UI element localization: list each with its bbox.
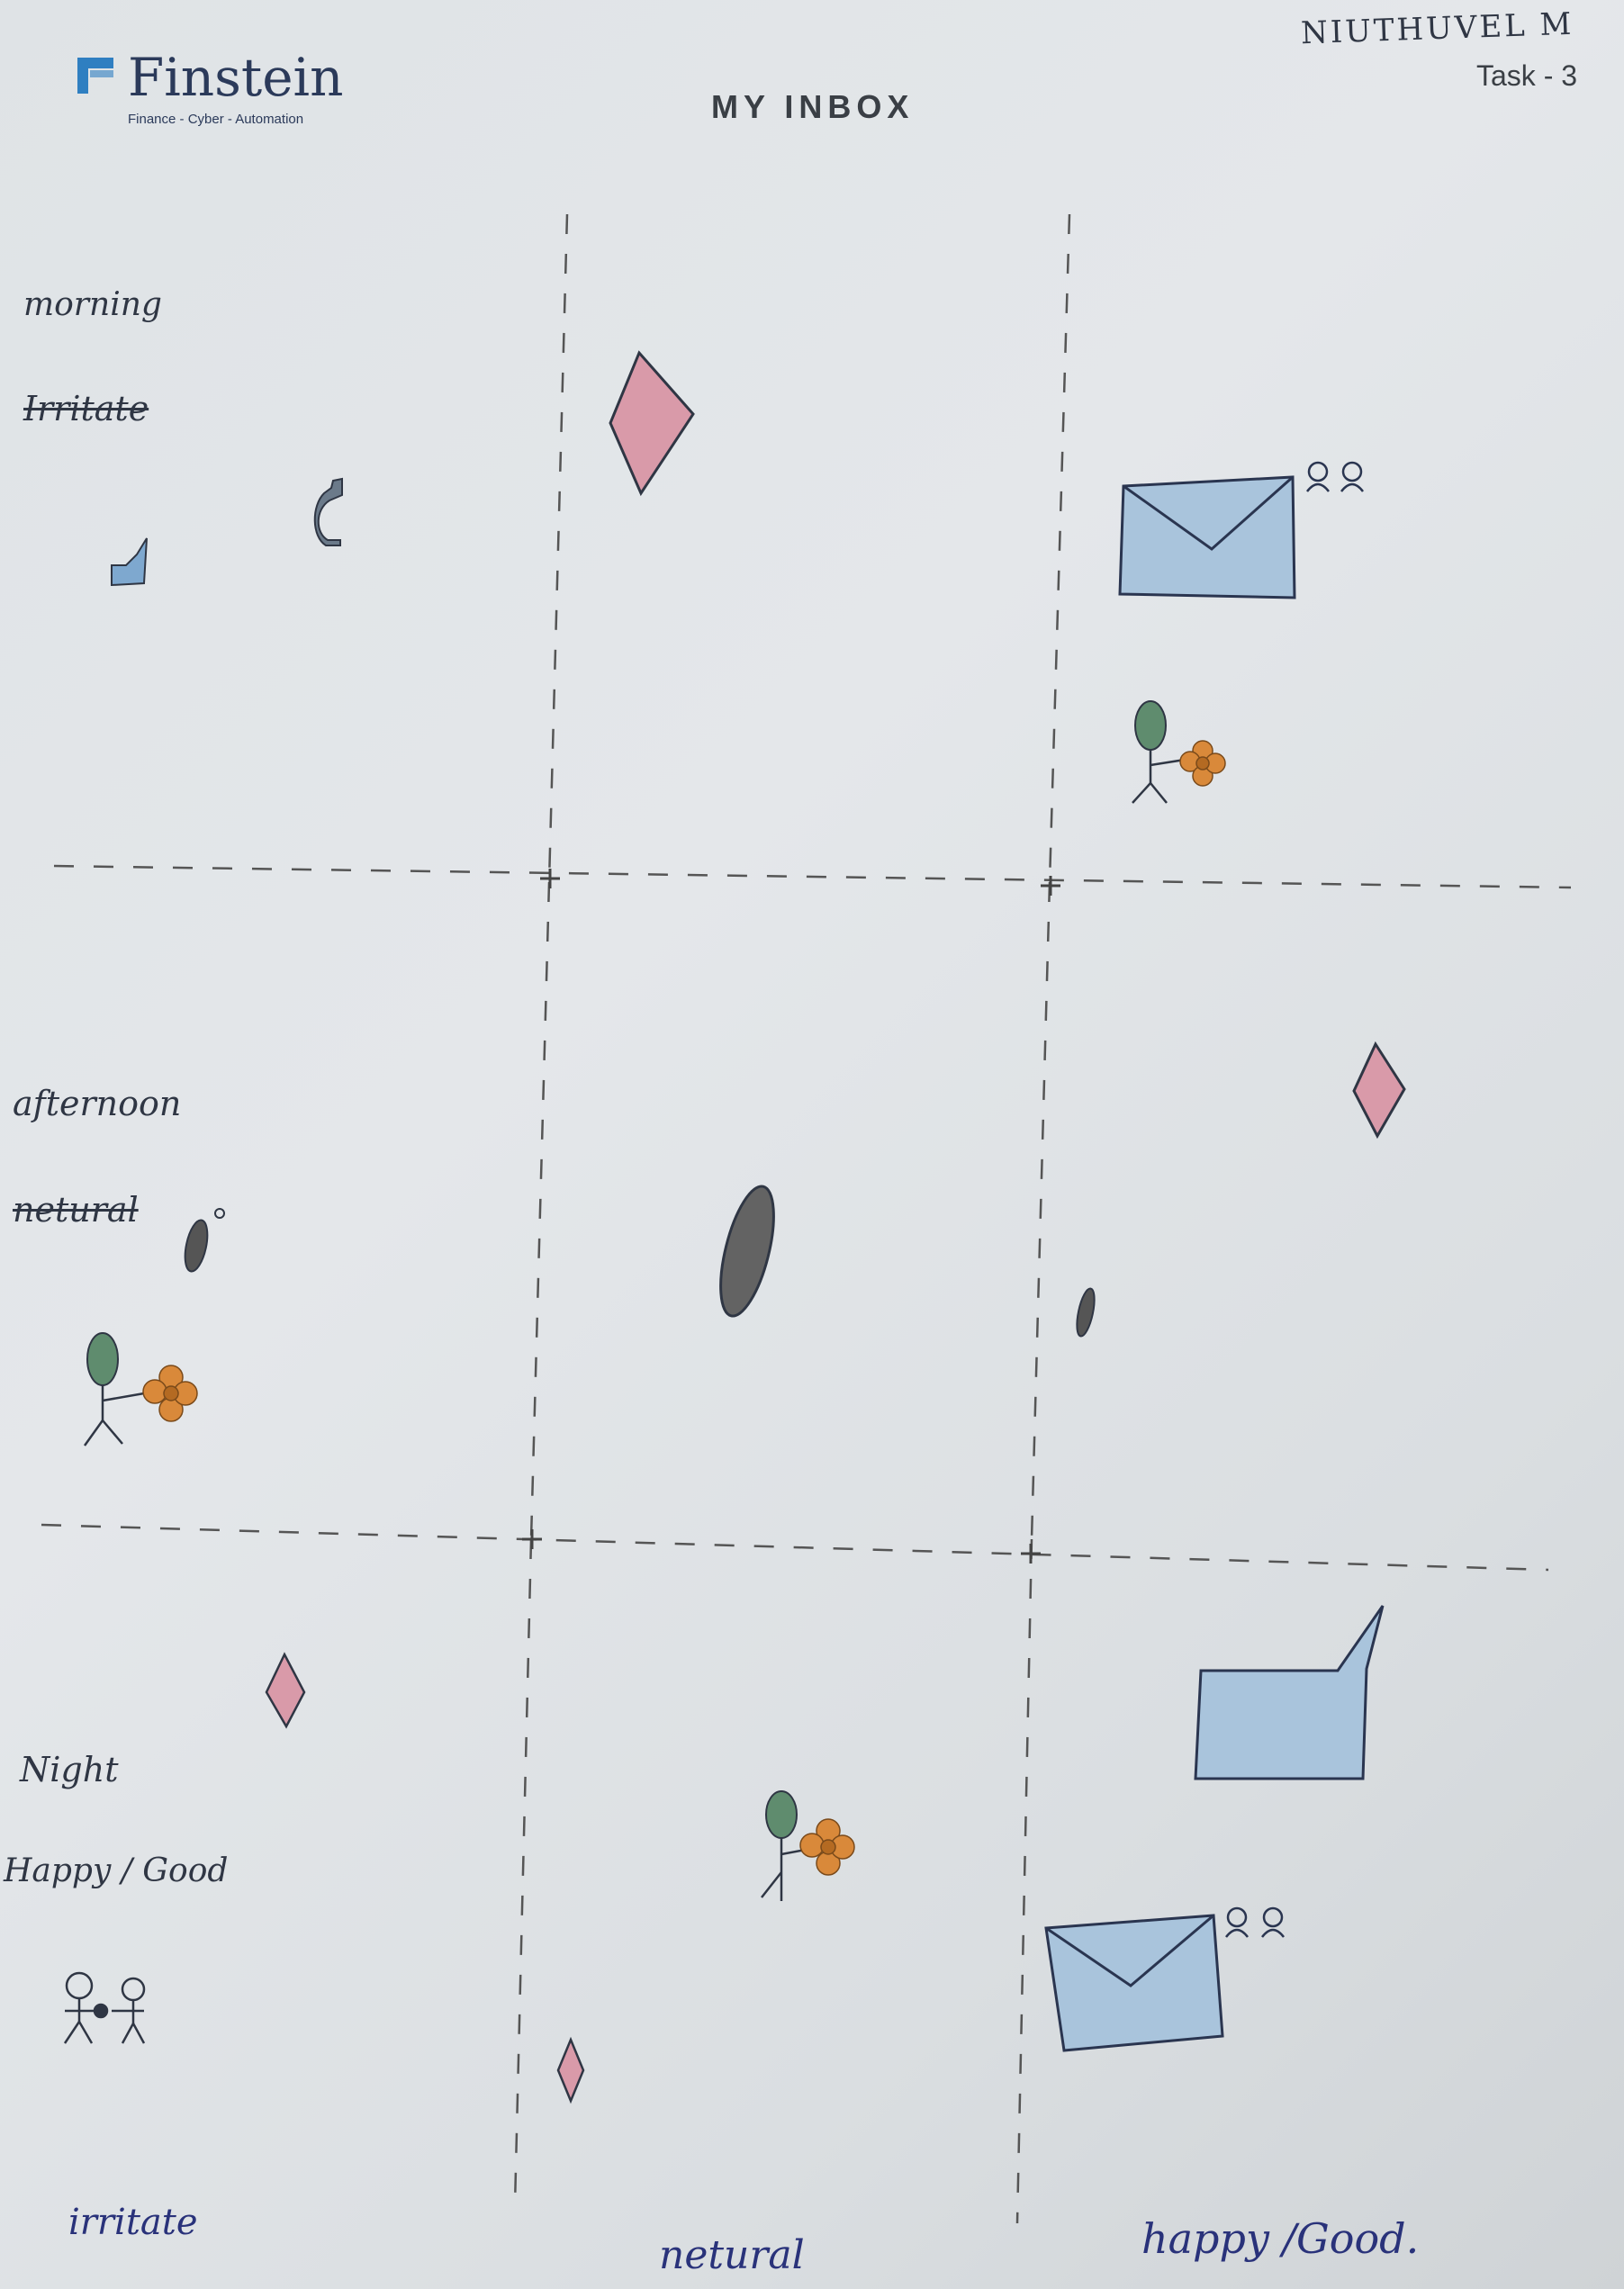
row-mood-label: Irritate <box>23 389 149 428</box>
diamond-icon <box>609 350 695 497</box>
seed-icon <box>1076 1287 1096 1338</box>
grid-line-vertical <box>513 1538 533 2206</box>
column-label: irritate <box>68 2202 198 2243</box>
diamond-icon <box>556 2036 585 2104</box>
small-blue-shape-icon <box>111 537 148 587</box>
column-label: netural <box>659 2232 805 2278</box>
grid-line-horizontal <box>53 864 1572 889</box>
row-time-label: afternoon <box>13 1084 182 1123</box>
grid-line-horizontal <box>41 1523 1549 1572</box>
stick-figure-flower-icon <box>83 1332 198 1446</box>
stick-figure-flower-icon <box>761 1790 855 1901</box>
logo-name: Finstein <box>128 47 344 108</box>
grid-line-vertical <box>1048 213 1071 883</box>
grid-line-vertical <box>529 881 551 1540</box>
finstein-logo-mark-icon <box>77 58 113 94</box>
task-label: Task - 3 <box>1476 59 1578 92</box>
grid-line-vertical <box>1030 881 1051 1540</box>
row-mood-label: Happy / Good <box>4 1852 229 1889</box>
two-people-icon <box>63 1971 146 2044</box>
seed-icon <box>184 1219 209 1273</box>
row-mood-label: netural <box>13 1190 139 1230</box>
grid-lines <box>41 213 1572 2224</box>
envelope-icon <box>1118 475 1296 599</box>
phone-icon <box>313 477 343 546</box>
column-label: happy /Good. <box>1141 2214 1420 2263</box>
finstein-logo: Finstein Finance - Cyber - Automation <box>74 47 362 133</box>
stick-figure-flower-icon <box>1132 700 1226 804</box>
two-people-icon <box>1306 461 1364 492</box>
seed-icon <box>719 1185 775 1318</box>
dot-icon <box>214 1208 225 1219</box>
page-title: MY INBOX <box>711 88 915 125</box>
logo-tagline: Finance - Cyber - Automation <box>128 112 304 127</box>
row-time-label: morning <box>23 286 162 323</box>
grid-line-vertical <box>1015 1538 1033 2224</box>
two-people-icon <box>1225 1906 1285 1938</box>
grid-crosses <box>522 869 1060 1564</box>
grid-line-vertical <box>547 213 569 883</box>
envelope-icon <box>1044 1914 1224 2052</box>
diamond-icon <box>1352 1041 1406 1140</box>
speech-bubble-icon <box>1194 1605 1385 1780</box>
row-time-label: Night <box>20 1750 119 1789</box>
diamond-icon <box>265 1652 306 1729</box>
